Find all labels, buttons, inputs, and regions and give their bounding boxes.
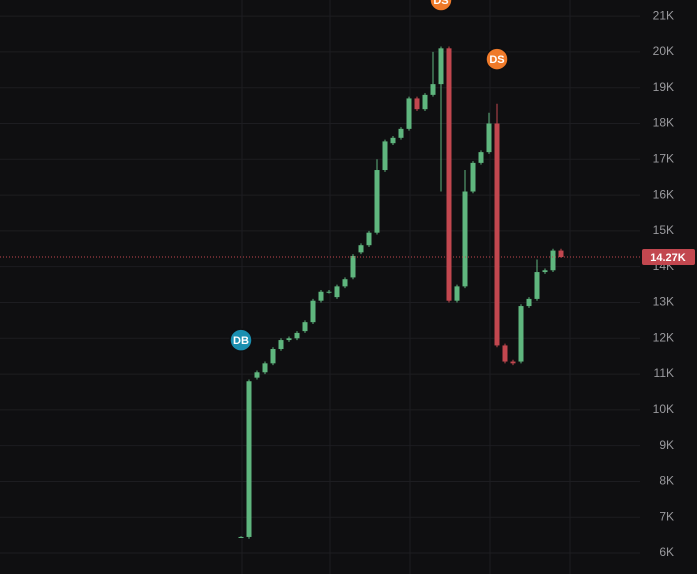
last-price-label: 14.27K — [650, 252, 686, 264]
candle-body — [390, 137, 396, 144]
signal-label: DB — [233, 335, 249, 347]
y-tick-label: 19K — [653, 80, 674, 94]
vertical-grid — [241, 0, 571, 574]
candle-body — [462, 191, 468, 287]
candle-body — [310, 300, 316, 323]
last-price-tag — [642, 249, 695, 266]
candle-body — [374, 170, 380, 233]
candle-body — [518, 306, 524, 362]
candle-body — [486, 123, 492, 153]
candle-body — [286, 338, 292, 341]
y-tick-label: 16K — [653, 187, 674, 201]
y-tick-label: 13K — [653, 295, 674, 309]
signal-label: DS — [433, 0, 448, 7]
y-tick-label: 18K — [653, 116, 674, 130]
candle-body — [270, 349, 276, 364]
candle-body — [358, 245, 364, 253]
candle-body — [366, 232, 372, 246]
candle-body — [526, 298, 532, 307]
candle-body — [534, 272, 540, 299]
candle-body — [406, 98, 412, 129]
candle-body — [254, 372, 260, 378]
y-tick-label: 17K — [653, 151, 674, 165]
y-tick-label: 10K — [653, 402, 674, 416]
candle-body — [262, 363, 268, 373]
signal-marker — [429, 0, 453, 12]
candle-body — [502, 345, 508, 362]
candle-body — [558, 250, 564, 258]
candle-body — [302, 322, 308, 332]
y-tick-label: 15K — [653, 223, 674, 237]
y-tick-label: 7K — [659, 509, 674, 523]
candle-body — [334, 286, 340, 298]
candle-body — [430, 84, 436, 95]
candle-body — [446, 48, 452, 301]
y-tick-label: 11K — [654, 366, 674, 380]
candle-body — [326, 291, 332, 293]
candle-body — [294, 332, 300, 339]
candle-body — [382, 141, 388, 171]
candle-body — [478, 152, 484, 163]
candle-body — [438, 48, 444, 85]
y-tick-label: 12K — [653, 330, 674, 344]
y-tick-label: 6K — [659, 545, 674, 559]
candle-body — [542, 270, 548, 273]
candle-body — [318, 291, 324, 301]
candle-body — [414, 98, 420, 110]
candle-body — [470, 162, 476, 192]
candle-body — [454, 286, 460, 301]
y-tick-label: 9K — [659, 438, 674, 452]
candle-body — [238, 536, 244, 538]
candle-body — [510, 361, 516, 364]
signal-label: DS — [489, 54, 504, 66]
signal-marker — [485, 47, 509, 71]
signal-marker — [229, 328, 253, 352]
y-tick-label: 21K — [653, 8, 674, 22]
candle-body — [398, 128, 404, 138]
y-tick-label: 20K — [653, 44, 674, 58]
candle-body — [246, 381, 252, 537]
candle-body — [278, 340, 284, 350]
candle-body — [350, 255, 356, 278]
candle-body — [494, 123, 500, 346]
candle-body — [550, 250, 556, 271]
candle-body — [342, 279, 348, 287]
candle-body — [422, 94, 428, 110]
y-tick-label: 8K — [659, 474, 674, 488]
